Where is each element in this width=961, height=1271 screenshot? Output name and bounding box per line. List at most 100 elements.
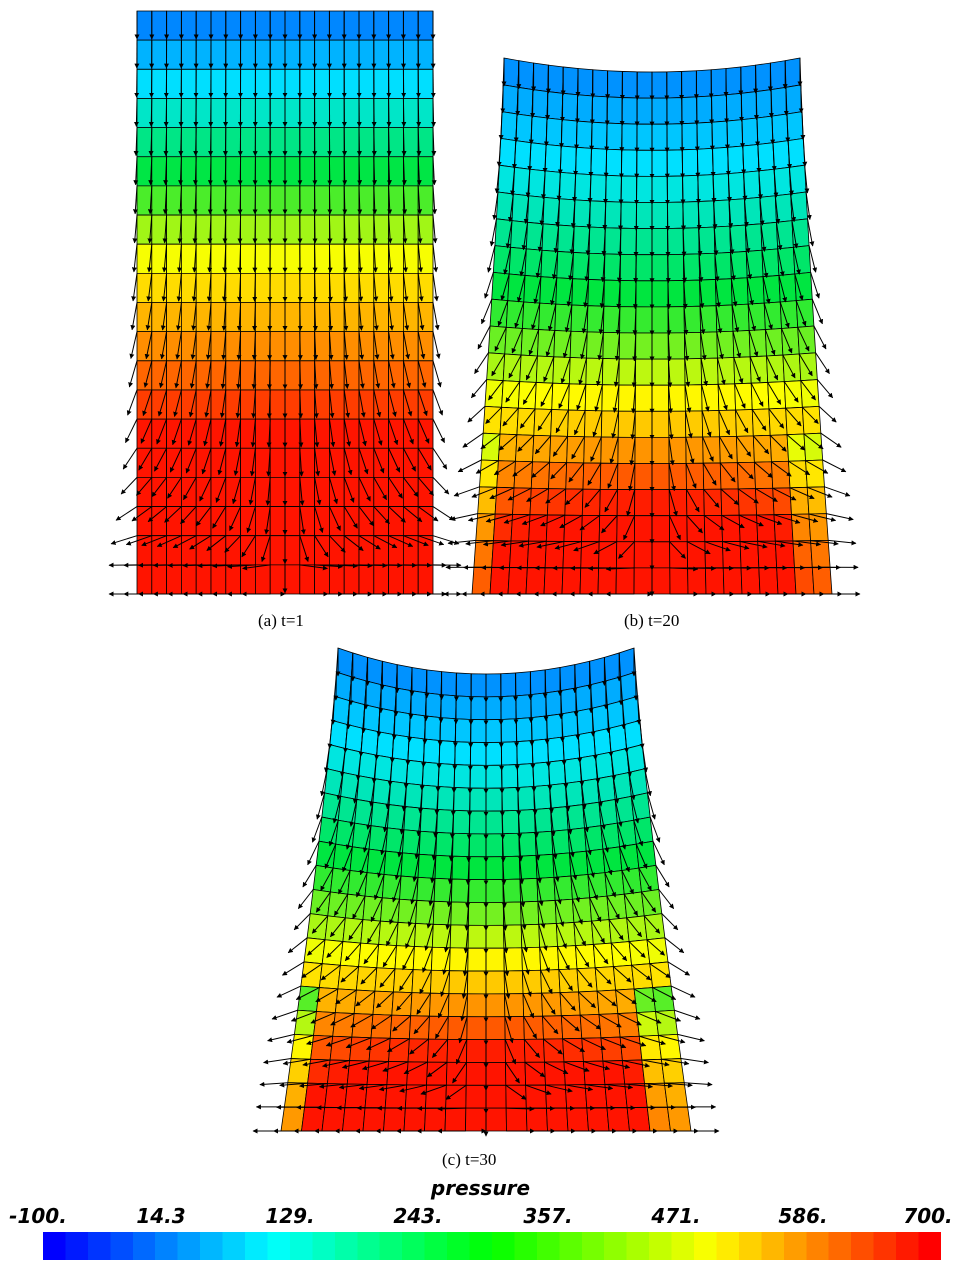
velocity-arrow	[751, 409, 767, 431]
velocity-arrow	[500, 540, 529, 548]
mesh-cell	[651, 489, 670, 517]
mesh-cell	[758, 567, 779, 595]
mesh-cell	[180, 68, 197, 99]
mesh-cell	[636, 71, 653, 99]
velocity-arrow	[432, 331, 441, 359]
mesh-cell	[409, 690, 427, 717]
velocity-arrow	[788, 460, 811, 476]
mesh-cell	[633, 816, 654, 845]
velocity-arrow	[698, 253, 704, 283]
velocity-arrow	[505, 220, 513, 249]
velocity-arrow	[342, 244, 348, 273]
mesh-cell	[166, 68, 182, 99]
velocity-arrow	[540, 514, 566, 527]
velocity-arrow	[702, 436, 714, 462]
velocity-arrow	[432, 360, 442, 388]
velocity-arrow	[746, 277, 755, 306]
velocity-arrow	[431, 127, 437, 157]
mesh-cell	[402, 127, 419, 158]
velocity-arrow	[471, 486, 497, 498]
mesh-cell	[485, 1039, 506, 1063]
mesh-cell	[518, 854, 538, 880]
mesh-cell	[485, 833, 504, 858]
mesh-cell	[240, 39, 256, 70]
velocity-arrow	[744, 225, 751, 254]
mesh-cell	[502, 353, 522, 383]
velocity-arrow	[523, 195, 530, 224]
velocity-arrow	[600, 253, 606, 283]
mesh-cell	[681, 70, 698, 98]
velocity-arrow	[666, 280, 672, 310]
mesh-cell	[469, 764, 487, 789]
mesh-cell	[485, 741, 503, 766]
mesh-cell	[225, 243, 242, 274]
velocity-arrow	[721, 514, 745, 529]
mesh-cell	[531, 738, 549, 764]
mesh-cell	[561, 567, 582, 595]
mesh-cell	[343, 535, 360, 566]
mesh-cell	[621, 1059, 646, 1085]
mesh-cell	[545, 117, 563, 147]
mesh-cell	[453, 764, 471, 789]
mesh-cell	[373, 127, 390, 158]
velocity-arrow	[372, 215, 378, 244]
velocity-arrow	[162, 185, 168, 215]
velocity-arrow	[769, 434, 787, 452]
velocity-arrow	[687, 541, 711, 555]
mesh-cell	[254, 185, 271, 216]
mesh-cell	[417, 331, 434, 362]
mesh-cell	[417, 39, 434, 70]
velocity-arrow	[584, 489, 601, 508]
velocity-arrow	[343, 477, 355, 503]
mesh-cell	[284, 243, 301, 274]
mesh-cell	[166, 10, 182, 41]
velocity-arrow	[557, 145, 563, 175]
mesh-cell	[195, 331, 212, 362]
panel-a-mesh	[108, 10, 462, 597]
velocity-arrow	[298, 448, 304, 477]
mesh-cell	[424, 692, 442, 719]
velocity-arrow	[558, 119, 564, 149]
mesh-cell	[544, 667, 562, 694]
velocity-arrow	[824, 486, 851, 497]
mesh-cell	[470, 696, 487, 721]
mesh-cell	[668, 384, 686, 412]
mesh-cell	[299, 127, 316, 158]
velocity-arrow	[804, 165, 810, 194]
velocity-arrow	[583, 279, 590, 308]
velocity-arrow	[373, 535, 398, 549]
mesh-cell	[655, 1009, 679, 1036]
velocity-arrow	[626, 489, 636, 517]
velocity-arrow	[206, 302, 212, 331]
mesh-cell	[269, 360, 286, 391]
velocity-arrow	[714, 253, 720, 282]
velocity-arrow	[388, 418, 399, 446]
mesh-cell	[766, 354, 785, 383]
velocity-arrow	[685, 463, 697, 489]
mesh-cell	[568, 383, 587, 411]
mesh-cell	[328, 302, 345, 333]
velocity-arrow	[388, 535, 414, 547]
mesh-cell	[698, 252, 716, 281]
mesh-cell	[374, 967, 396, 993]
mesh-cell	[136, 360, 153, 391]
mesh-cell	[210, 476, 227, 507]
velocity-arrow	[607, 463, 619, 489]
mesh-cell	[351, 1013, 374, 1039]
velocity-arrow	[402, 418, 414, 445]
velocity-arrow	[760, 223, 767, 252]
mesh-cell	[358, 243, 375, 274]
mesh-cell	[581, 514, 601, 543]
mesh-cell	[166, 360, 182, 391]
velocity-arrow	[517, 434, 535, 452]
mesh-cell	[626, 1106, 651, 1132]
velocity-arrow	[566, 278, 574, 307]
mesh-cell	[343, 272, 360, 303]
velocity-arrow	[447, 539, 476, 546]
mesh-cell	[380, 897, 401, 923]
mesh-cell	[373, 564, 390, 595]
velocity-arrow	[312, 273, 318, 302]
mesh-cell	[606, 1107, 630, 1132]
velocity-arrow	[790, 193, 797, 223]
mesh-cell	[391, 734, 410, 761]
